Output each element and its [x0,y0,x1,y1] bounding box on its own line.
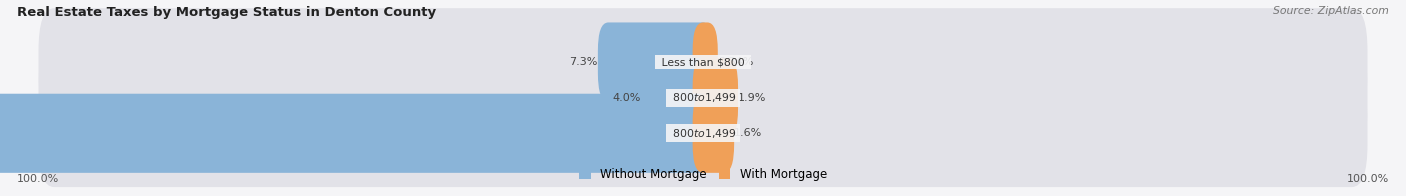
Text: 100.0%: 100.0% [1347,174,1389,184]
Text: 0.34%: 0.34% [718,57,754,67]
Text: 4.0%: 4.0% [613,93,641,103]
Text: $800 to $1,499: $800 to $1,499 [669,127,737,140]
FancyBboxPatch shape [0,94,713,173]
Legend: Without Mortgage, With Mortgage: Without Mortgage, With Mortgage [574,163,832,186]
Text: 100.0%: 100.0% [17,174,59,184]
FancyBboxPatch shape [693,58,738,137]
Text: $800 to $1,499: $800 to $1,499 [669,91,737,104]
Text: 1.6%: 1.6% [734,128,762,138]
Text: 1.9%: 1.9% [738,93,766,103]
FancyBboxPatch shape [598,23,713,102]
Text: Less than $800: Less than $800 [658,57,748,67]
Text: Real Estate Taxes by Mortgage Status in Denton County: Real Estate Taxes by Mortgage Status in … [17,6,436,19]
FancyBboxPatch shape [38,8,1368,116]
FancyBboxPatch shape [38,44,1368,152]
FancyBboxPatch shape [641,58,713,137]
Text: 7.3%: 7.3% [569,57,598,67]
FancyBboxPatch shape [38,79,1368,187]
Text: Source: ZipAtlas.com: Source: ZipAtlas.com [1274,6,1389,16]
FancyBboxPatch shape [693,94,734,173]
FancyBboxPatch shape [693,23,718,102]
